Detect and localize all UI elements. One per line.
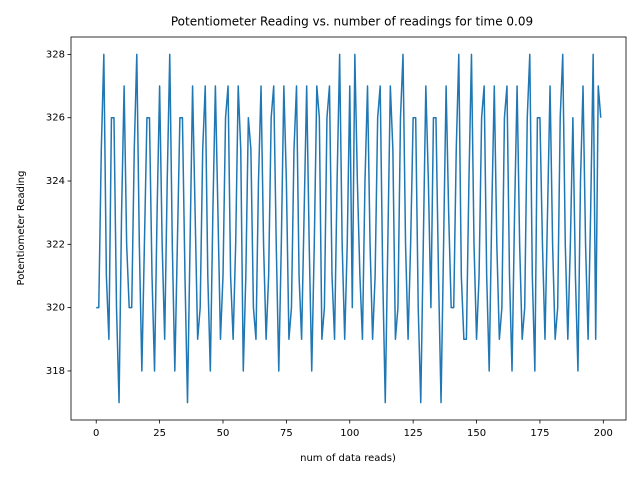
x-tick-label: 100 bbox=[340, 428, 359, 439]
x-axis-label: num of data reads) bbox=[300, 453, 396, 464]
x-tick-label: 25 bbox=[153, 428, 166, 439]
y-tick-label: 326 bbox=[46, 113, 65, 124]
y-axis-label: Potentiometer Reading bbox=[16, 171, 27, 286]
chart-title: Potentiometer Reading vs. number of read… bbox=[171, 15, 533, 29]
y-tick-label: 320 bbox=[46, 303, 65, 314]
y-tick-label: 324 bbox=[46, 176, 65, 187]
plot-frame bbox=[70, 36, 627, 421]
x-tick-label: 175 bbox=[530, 428, 549, 439]
y-tick-label: 328 bbox=[46, 49, 65, 60]
y-tick-label: 318 bbox=[46, 366, 65, 377]
y-tick-label: 322 bbox=[46, 239, 65, 250]
x-tick-label: 0 bbox=[93, 428, 99, 439]
x-tick-label: 200 bbox=[594, 428, 613, 439]
x-tick-label: 150 bbox=[467, 428, 486, 439]
x-tick-label: 50 bbox=[217, 428, 230, 439]
x-tick-label: 75 bbox=[280, 428, 293, 439]
data-line bbox=[96, 53, 602, 404]
x-tick-label: 125 bbox=[404, 428, 423, 439]
